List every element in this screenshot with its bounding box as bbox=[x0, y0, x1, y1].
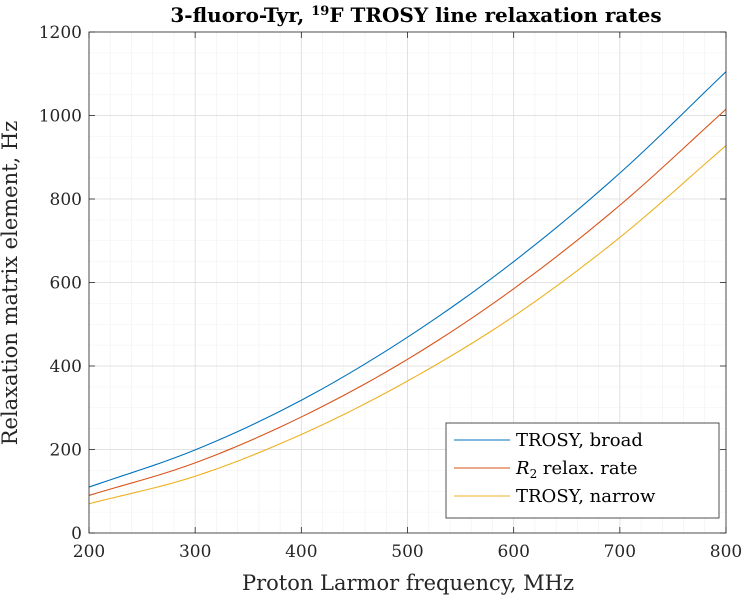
x-tick-label: 700 bbox=[604, 542, 636, 562]
series-line-2 bbox=[88, 145, 727, 505]
y-tick-label: 1000 bbox=[39, 107, 82, 127]
y-tick-label: 200 bbox=[50, 441, 82, 461]
axes-box bbox=[88, 31, 727, 534]
y-tick-label: 800 bbox=[50, 190, 82, 210]
x-tick-label: 400 bbox=[285, 542, 317, 562]
legend-box bbox=[445, 422, 720, 519]
y-tick-label: 600 bbox=[50, 274, 82, 294]
series-line-1 bbox=[88, 108, 727, 496]
chart-title: 3-fluoro-Tyr, 19F TROSY line relaxation … bbox=[170, 3, 661, 27]
x-tick-label: 200 bbox=[73, 542, 105, 562]
x-tick-label: 600 bbox=[497, 542, 529, 562]
legend-label-trosy-broad: TROSY, broad bbox=[516, 430, 643, 451]
x-tick-label: 800 bbox=[710, 542, 742, 562]
legend-label-trosy-narrow: TROSY, narrow bbox=[516, 486, 656, 507]
x-tick-label: 300 bbox=[179, 542, 211, 562]
y-tick-label: 1200 bbox=[39, 23, 82, 43]
y-tick-label: 0 bbox=[71, 524, 82, 544]
tick-labels: 200 300 400 500 600 700 8000200400600800100012… bbox=[39, 23, 742, 562]
series-line-0 bbox=[88, 71, 727, 488]
y-tick-label: 400 bbox=[50, 357, 82, 377]
series-lines bbox=[88, 71, 727, 505]
y-axis-label: Relaxation matrix element, Hz bbox=[0, 121, 22, 446]
legend-label-r2: R2 relax. rate bbox=[515, 458, 638, 481]
x-tick-label: 500 bbox=[391, 542, 423, 562]
legend: TROSY, broad R2 relax. rate TROSY, narro… bbox=[445, 422, 720, 519]
x-axis-label: Proton Larmor frequency, MHz bbox=[242, 571, 574, 595]
